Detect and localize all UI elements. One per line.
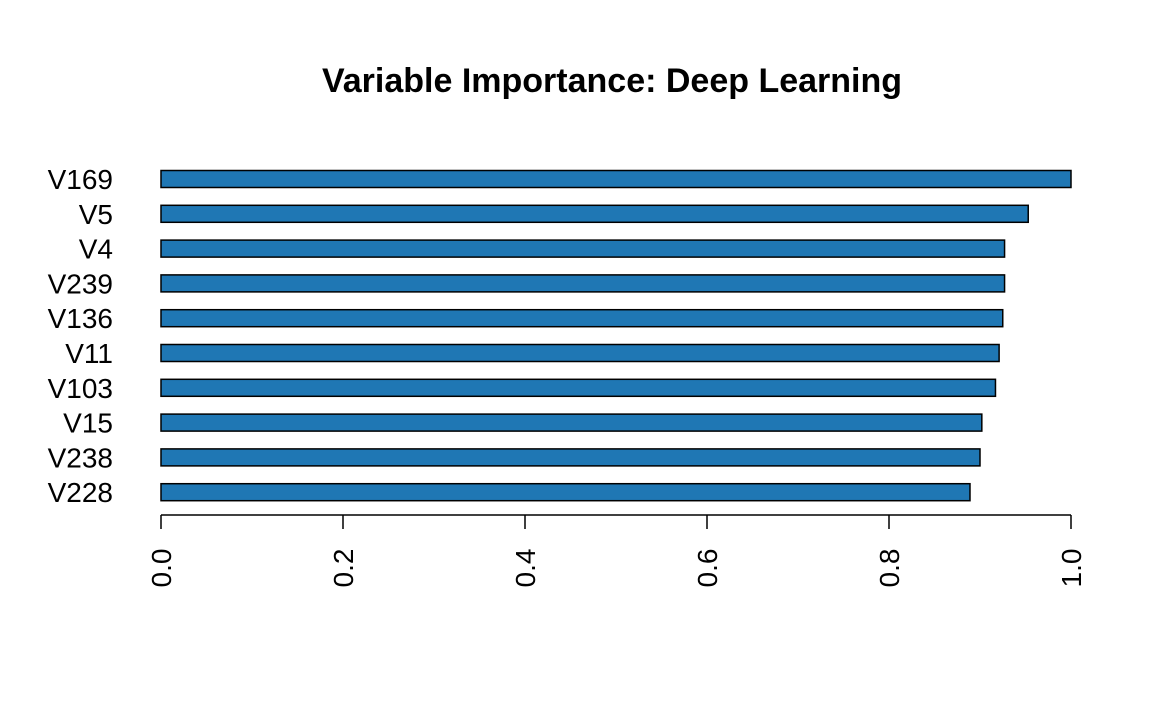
x-tick-label-0.6: 0.6 [692,549,723,588]
chart-title: Variable Importance: Deep Learning [322,62,902,100]
category-label-v4: V4 [79,234,113,265]
x-tick-label-0.0: 0.0 [146,549,177,588]
x-tick-label-0.4: 0.4 [510,549,541,588]
x-tick-label-0.2: 0.2 [328,549,359,588]
bar-v5 [160,204,1029,224]
category-label-v239: V239 [48,268,113,299]
x-tick-label-1.0: 1.0 [1056,549,1087,588]
category-label-v238: V238 [48,442,113,473]
bar-v228 [160,482,971,502]
category-label-v103: V103 [48,373,113,404]
category-label-v11: V11 [65,338,113,369]
bar-v239 [160,274,1006,293]
category-label-v169: V169 [48,164,113,195]
category-label-v228: V228 [48,477,113,508]
bar-v4 [160,239,1006,258]
bar-v169 [160,169,1072,189]
bar-v238 [160,448,981,467]
x-axis: 0.0 0.2 0.4 0.6 0.8 1.0 [146,514,1087,588]
category-label-v5: V5 [79,199,113,230]
bars-group [160,169,1072,502]
bar-v136 [160,308,1004,328]
bar-v103 [160,378,997,398]
bar-v15 [160,413,983,432]
x-tick-label-0.8: 0.8 [874,549,905,588]
bar-v11 [160,343,1000,363]
category-label-v136: V136 [48,303,113,334]
category-label-v15: V15 [63,408,113,439]
